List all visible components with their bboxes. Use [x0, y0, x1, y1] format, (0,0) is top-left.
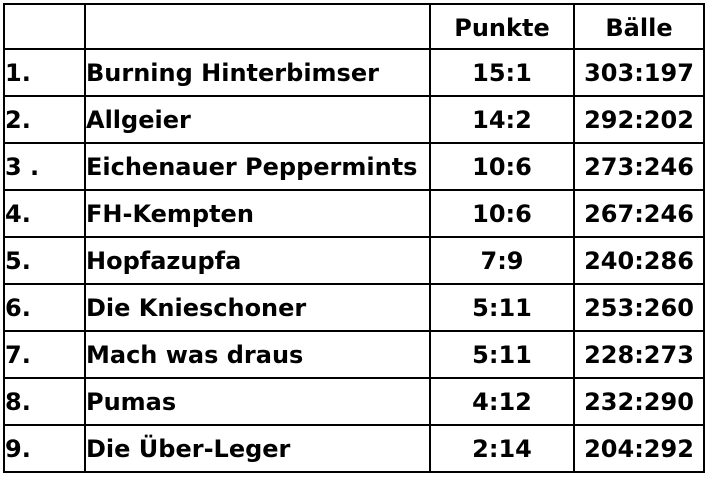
balls-cell: 273:246	[573, 142, 705, 191]
team-cell: Eichenauer Peppermints	[84, 142, 431, 191]
team-cell: Pumas	[84, 377, 431, 426]
team-cell: Hopfazupfa	[84, 236, 431, 285]
points-cell: 10:6	[429, 142, 575, 191]
balls-cell: 253:260	[573, 283, 705, 332]
team-cell: Allgeier	[84, 95, 431, 144]
points-cell: 2:14	[429, 424, 575, 473]
team-cell: Mach was draus	[84, 330, 431, 379]
table-row: 9. Die Über-Leger 2:14 204:292	[3, 424, 705, 473]
rank-cell: 1.	[3, 48, 86, 97]
points-cell: 10:6	[429, 189, 575, 238]
table-row: 3 . Eichenauer Peppermints 10:6 273:246	[3, 142, 705, 191]
rank-cell: 8.	[3, 377, 86, 426]
rank-cell: 2.	[3, 95, 86, 144]
header-balls-cell: Bälle	[573, 3, 705, 50]
balls-cell: 303:197	[573, 48, 705, 97]
points-cell: 7:9	[429, 236, 575, 285]
points-cell: 5:11	[429, 330, 575, 379]
header-points-cell: Punkte	[429, 3, 575, 50]
rank-cell: 6.	[3, 283, 86, 332]
table-row: 2. Allgeier 14:2 292:202	[3, 95, 705, 144]
table-row: 6. Die Knieschoner 5:11 253:260	[3, 283, 705, 332]
rank-cell: 7.	[3, 330, 86, 379]
table-row: 8. Pumas 4:12 232:290	[3, 377, 705, 426]
points-cell: 5:11	[429, 283, 575, 332]
table-row: 5. Hopfazupfa 7:9 240:286	[3, 236, 705, 285]
table-row: 7. Mach was draus 5:11 228:273	[3, 330, 705, 379]
rank-cell: 9.	[3, 424, 86, 473]
table-row: 4. FH-Kempten 10:6 267:246	[3, 189, 705, 238]
standings-table: Punkte Bälle 1. Burning Hinterbimser 15:…	[3, 3, 705, 473]
team-cell: Die Über-Leger	[84, 424, 431, 473]
balls-cell: 232:290	[573, 377, 705, 426]
rank-cell: 4.	[3, 189, 86, 238]
rank-cell: 5.	[3, 236, 86, 285]
points-cell: 14:2	[429, 95, 575, 144]
balls-cell: 228:273	[573, 330, 705, 379]
team-cell: Die Knieschoner	[84, 283, 431, 332]
balls-cell: 267:246	[573, 189, 705, 238]
header-team-cell	[84, 3, 431, 50]
balls-cell: 204:292	[573, 424, 705, 473]
header-row: Punkte Bälle	[3, 3, 705, 50]
standings-body: Punkte Bälle 1. Burning Hinterbimser 15:…	[3, 3, 705, 473]
header-rank-cell	[3, 3, 86, 50]
balls-cell: 292:202	[573, 95, 705, 144]
team-cell: Burning Hinterbimser	[84, 48, 431, 97]
rank-cell: 3 .	[3, 142, 86, 191]
table-row: 1. Burning Hinterbimser 15:1 303:197	[3, 48, 705, 97]
team-cell: FH-Kempten	[84, 189, 431, 238]
points-cell: 15:1	[429, 48, 575, 97]
points-cell: 4:12	[429, 377, 575, 426]
balls-cell: 240:286	[573, 236, 705, 285]
